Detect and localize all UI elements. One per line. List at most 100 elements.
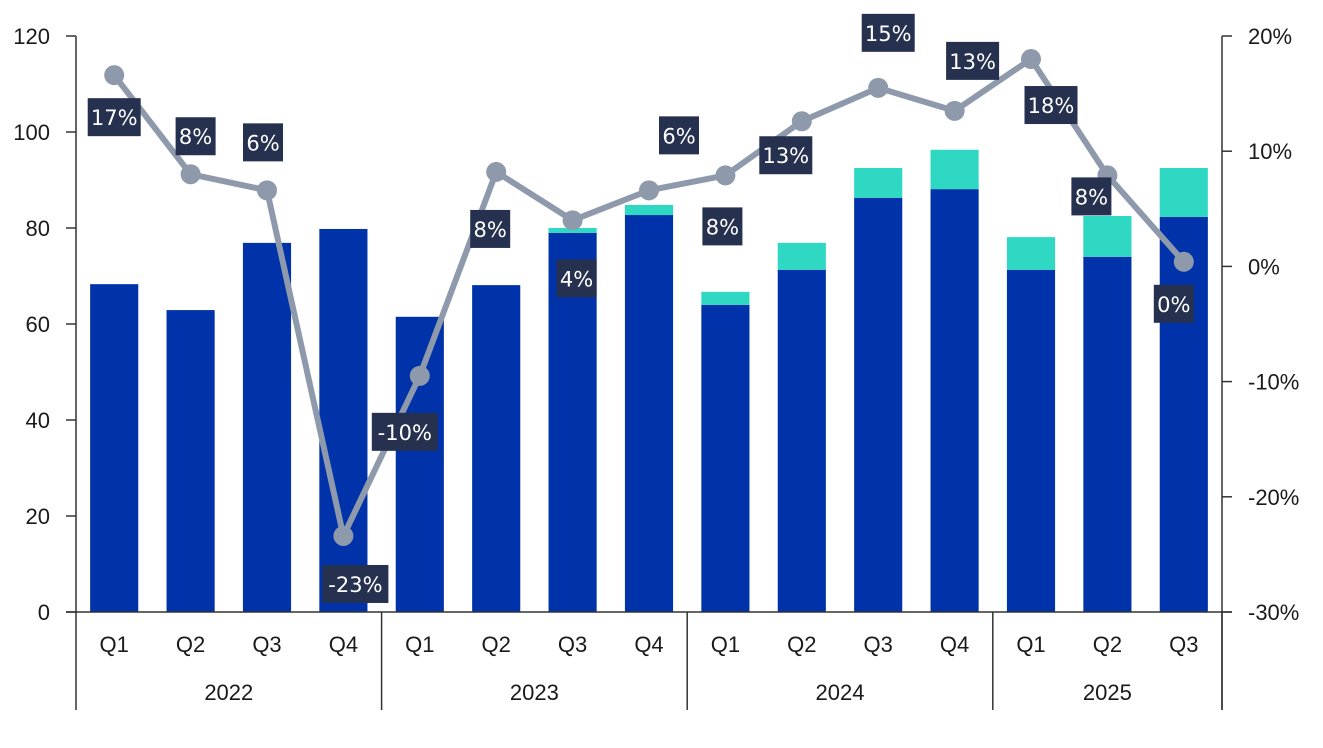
group-label: 2022 bbox=[204, 680, 253, 705]
category-label: Q4 bbox=[329, 632, 358, 657]
bar-additional bbox=[701, 291, 750, 305]
axes-layer: 0 20 40 60 80 100 120 -30% -20% -10% 0% 10% 20% Q1 Q2 Q… bbox=[13, 24, 1299, 710]
group-label: 2025 bbox=[1083, 680, 1132, 705]
data-label-box bbox=[759, 136, 813, 175]
bar-additional bbox=[854, 168, 903, 198]
data-label: 17% bbox=[91, 106, 138, 130]
bar-base bbox=[1159, 216, 1208, 612]
data-label: 4% bbox=[560, 267, 593, 291]
category-label: Q3 bbox=[864, 632, 893, 657]
data-label-box bbox=[371, 412, 438, 451]
bar-additional bbox=[548, 228, 597, 233]
bar-additional bbox=[624, 204, 674, 216]
data-label-box bbox=[322, 564, 389, 603]
data-label-box bbox=[659, 116, 699, 155]
data-label: 8% bbox=[706, 215, 739, 239]
left-tick-label: 80 bbox=[26, 216, 50, 241]
left-tick-label: 100 bbox=[13, 120, 50, 145]
right-tick-label: 0% bbox=[1248, 254, 1280, 279]
data-labels-layer: 17% 8% 6% -23% -10% 8% 4% 6% 8% 13% 15% 13% 18% 8% 0% bbox=[87, 13, 1194, 603]
growth-point bbox=[257, 180, 277, 201]
bar-base bbox=[854, 197, 903, 612]
bar-additional bbox=[1083, 216, 1132, 257]
left-tick-label: 60 bbox=[26, 312, 50, 337]
group-label: 2023 bbox=[510, 680, 559, 705]
data-label-box bbox=[702, 207, 743, 246]
data-label-box bbox=[87, 98, 141, 137]
data-label: -23% bbox=[328, 573, 382, 597]
right-tick-label: -20% bbox=[1248, 485, 1299, 510]
data-label: 13% bbox=[762, 144, 809, 168]
category-label: Q3 bbox=[1169, 632, 1198, 657]
growth-point bbox=[944, 100, 965, 121]
growth-point bbox=[409, 365, 430, 386]
growth-point bbox=[180, 164, 201, 185]
bar-base bbox=[930, 189, 979, 612]
growth-line-layer bbox=[104, 49, 1194, 546]
bar-base bbox=[472, 285, 521, 612]
data-label: 6% bbox=[246, 131, 279, 155]
left-tick-label: 0 bbox=[38, 600, 50, 625]
data-label-box bbox=[1024, 86, 1078, 125]
growth-point bbox=[791, 111, 812, 132]
data-label-box bbox=[1153, 284, 1194, 323]
bar-additional bbox=[1006, 237, 1056, 270]
bar-base bbox=[319, 228, 368, 612]
data-label-box bbox=[243, 123, 283, 162]
bar-additional bbox=[1159, 168, 1208, 217]
category-label: Q4 bbox=[940, 632, 969, 657]
growth-point bbox=[486, 161, 507, 182]
data-label: 8% bbox=[1075, 185, 1108, 209]
bar-base bbox=[90, 284, 139, 612]
bar-base bbox=[395, 316, 444, 612]
data-label-box bbox=[1071, 177, 1112, 216]
growth-point bbox=[868, 77, 889, 98]
right-tick-label: -10% bbox=[1248, 370, 1299, 395]
data-label-box bbox=[470, 209, 511, 248]
data-label-box bbox=[556, 259, 597, 298]
category-label: Q1 bbox=[405, 632, 434, 657]
data-label: 13% bbox=[949, 50, 996, 74]
data-label: 6% bbox=[662, 124, 695, 148]
category-label: Q1 bbox=[1016, 632, 1045, 657]
category-label: Q4 bbox=[634, 632, 663, 657]
growth-point bbox=[562, 210, 583, 231]
left-tick-label: 20 bbox=[26, 504, 50, 529]
bar-base bbox=[624, 215, 674, 613]
left-tick-label: 120 bbox=[13, 24, 50, 49]
right-tick-label: 20% bbox=[1248, 24, 1292, 49]
left-tick-label: 40 bbox=[26, 408, 50, 433]
data-label-box bbox=[946, 41, 1000, 80]
bar-base bbox=[1083, 256, 1132, 612]
data-label: -10% bbox=[378, 421, 432, 445]
bar-additional bbox=[930, 149, 979, 190]
bar-base bbox=[242, 242, 292, 612]
growth-point bbox=[1021, 49, 1041, 70]
category-label: Q2 bbox=[787, 632, 816, 657]
bar-base bbox=[777, 269, 826, 612]
growth-point bbox=[715, 165, 736, 186]
growth-point bbox=[104, 65, 125, 86]
data-label: 8% bbox=[179, 125, 212, 149]
category-label: Q2 bbox=[176, 632, 205, 657]
group-label: 2024 bbox=[816, 680, 865, 705]
data-label-box bbox=[175, 117, 216, 156]
growth-point bbox=[639, 180, 659, 201]
bar-base bbox=[1006, 269, 1056, 612]
category-label: Q3 bbox=[252, 632, 281, 657]
growth-point bbox=[333, 525, 354, 546]
category-label: Q1 bbox=[100, 632, 129, 657]
bar-additional bbox=[777, 242, 826, 270]
data-label-box bbox=[861, 13, 915, 52]
growth-point bbox=[1173, 251, 1194, 272]
bar-base bbox=[701, 304, 750, 612]
right-tick-label: -30% bbox=[1248, 600, 1299, 625]
bars-layer bbox=[90, 149, 1208, 613]
bar-base bbox=[166, 310, 215, 612]
category-label: Q1 bbox=[711, 632, 740, 657]
right-tick-label: 10% bbox=[1248, 139, 1292, 164]
category-label: Q2 bbox=[1093, 632, 1122, 657]
data-label: 15% bbox=[865, 22, 912, 46]
data-label: 18% bbox=[1028, 94, 1075, 118]
